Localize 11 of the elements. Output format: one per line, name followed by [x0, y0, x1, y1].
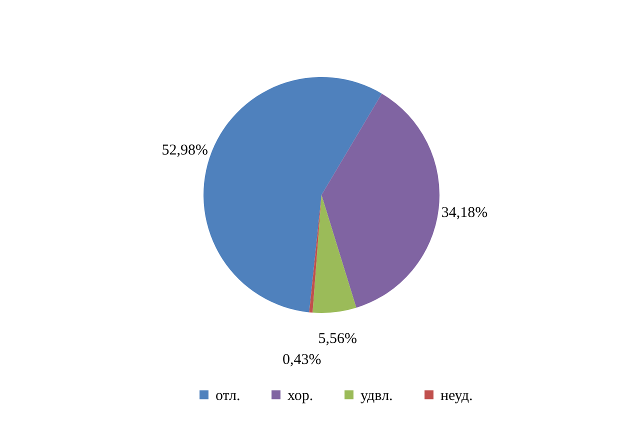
data-label: 52,98%	[162, 142, 208, 159]
legend-label: неуд.	[440, 388, 473, 404]
pie-slice	[312, 195, 356, 313]
legend-label: отл.	[216, 388, 240, 404]
data-label: 5,56%	[318, 331, 357, 348]
pie-slice	[322, 94, 440, 308]
data-label: 34,18%	[441, 205, 488, 222]
data-label: 0,43%	[282, 352, 322, 368]
legend-label: удвл.	[360, 388, 393, 404]
legend-label: хор.	[288, 388, 314, 404]
pie-slice	[309, 195, 322, 313]
